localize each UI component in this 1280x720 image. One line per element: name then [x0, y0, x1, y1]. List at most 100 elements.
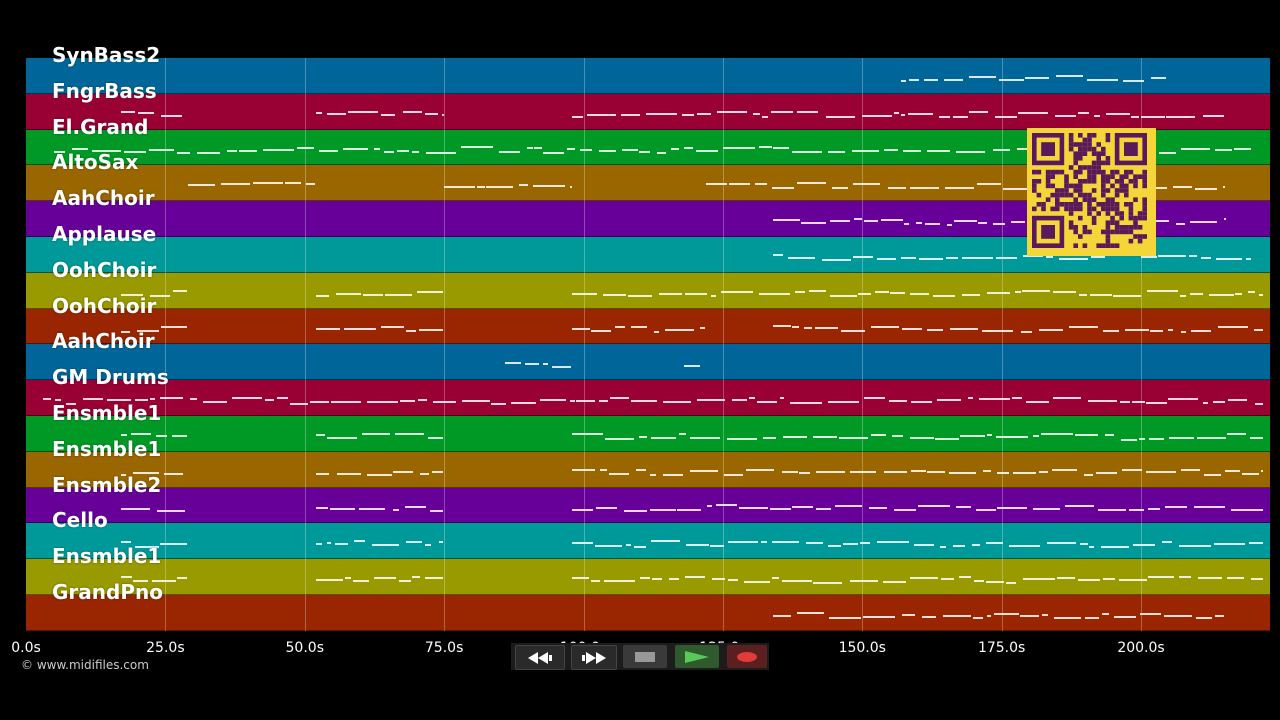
midi-note — [752, 112, 760, 115]
midi-note — [344, 327, 377, 330]
midi-note — [1125, 328, 1150, 331]
midi-note — [803, 326, 812, 329]
midi-note — [289, 402, 309, 405]
midi-note — [994, 613, 1019, 616]
midi-note — [326, 113, 346, 116]
midi-note — [761, 116, 769, 119]
fast-forward-button[interactable] — [571, 645, 617, 670]
midi-note — [1165, 115, 1196, 118]
play-button[interactable] — [675, 645, 719, 668]
track-label: AahChoir — [52, 186, 155, 211]
midi-note — [1018, 111, 1048, 114]
midi-note — [1254, 329, 1263, 332]
midi-note — [969, 110, 988, 113]
midi-note — [876, 258, 897, 261]
midi-note — [203, 400, 227, 403]
midi-note — [699, 326, 706, 329]
midi-note — [1089, 545, 1094, 548]
midi-note — [498, 150, 520, 153]
stop-button[interactable] — [623, 645, 667, 668]
midi-note — [945, 257, 958, 260]
midi-note — [911, 400, 933, 403]
midi-note — [306, 183, 315, 186]
midi-note — [888, 400, 907, 403]
midi-note — [315, 542, 322, 545]
midi-note — [1114, 616, 1137, 619]
midi-note — [124, 150, 147, 153]
midi-note — [595, 506, 617, 509]
midi-note — [830, 220, 850, 223]
midi-note — [1129, 509, 1144, 512]
midi-note — [1227, 576, 1245, 579]
midi-note — [630, 400, 657, 403]
midi-note — [852, 256, 874, 259]
midi-note — [854, 218, 863, 221]
midi-note — [587, 114, 617, 117]
midi-note — [627, 295, 652, 298]
midi-note — [797, 111, 819, 114]
midi-note — [909, 186, 939, 189]
midi-note — [771, 540, 800, 543]
midi-note — [1083, 473, 1093, 476]
midi-note — [791, 150, 823, 153]
midi-note — [779, 397, 785, 400]
midi-note — [137, 112, 155, 115]
track-label: AltoSax — [52, 150, 139, 175]
midi-note — [315, 507, 328, 510]
midi-note — [1075, 434, 1098, 437]
midi-note — [690, 469, 719, 472]
midi-note — [572, 432, 604, 435]
midi-note — [797, 612, 824, 615]
midi-note — [636, 468, 647, 471]
midi-note — [353, 540, 365, 543]
midi-note — [1020, 331, 1032, 334]
midi-note — [150, 398, 155, 401]
midi-note — [176, 152, 190, 155]
midi-note — [120, 540, 132, 543]
midi-note — [1038, 328, 1064, 331]
midi-note — [902, 327, 923, 330]
midi-note — [1051, 469, 1078, 472]
midi-note — [918, 258, 943, 261]
midi-note — [732, 399, 748, 402]
midi-note — [653, 330, 660, 333]
midi-note — [799, 471, 811, 474]
midi-note — [1046, 542, 1076, 545]
midi-note — [938, 115, 950, 118]
midi-note — [461, 146, 493, 149]
midi-note — [1195, 187, 1217, 190]
midi-note — [997, 506, 1027, 509]
midi-note — [572, 577, 589, 580]
midi-note — [1132, 400, 1145, 403]
midi-note — [1190, 330, 1211, 333]
midi-note — [678, 433, 686, 436]
midi-note — [393, 470, 413, 473]
midi-note — [1149, 438, 1164, 441]
midi-note — [1056, 576, 1075, 579]
midi-note — [399, 399, 416, 402]
midi-note — [884, 148, 899, 151]
midi-note — [120, 575, 132, 578]
midi-note — [334, 542, 348, 545]
rewind-button[interactable] — [515, 645, 565, 670]
track-lane — [26, 380, 1270, 416]
midi-note — [42, 397, 52, 400]
midi-note — [829, 616, 862, 619]
midi-note — [863, 615, 895, 618]
midi-note — [604, 580, 635, 583]
midi-note — [728, 540, 759, 543]
midi-note — [374, 148, 380, 151]
midi-note — [932, 294, 955, 297]
midi-note — [392, 509, 400, 512]
midi-note — [1261, 469, 1264, 472]
midi-note — [505, 361, 522, 364]
midi-note — [1189, 254, 1198, 257]
midi-note — [815, 326, 839, 329]
record-button[interactable] — [727, 645, 767, 668]
midi-note — [1131, 116, 1139, 118]
midi-note — [1144, 219, 1169, 222]
midi-note — [172, 434, 187, 437]
midi-note — [943, 78, 964, 81]
midi-note — [904, 222, 909, 225]
midi-note — [599, 150, 616, 153]
